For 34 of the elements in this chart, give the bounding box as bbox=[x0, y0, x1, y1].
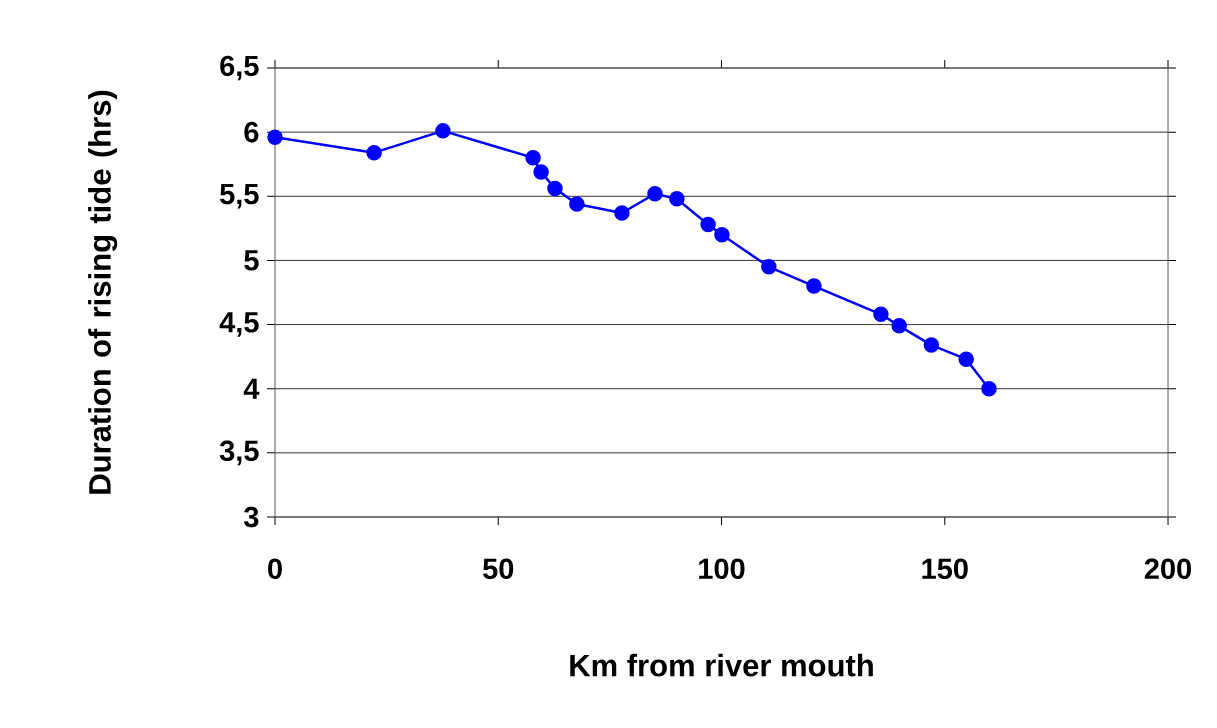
y-tick-label: 5 bbox=[244, 250, 259, 271]
point bbox=[700, 216, 716, 233]
point bbox=[958, 351, 974, 367]
x-tick-label: 50 bbox=[483, 558, 514, 580]
point bbox=[525, 150, 541, 166]
point bbox=[435, 123, 451, 139]
point bbox=[873, 306, 889, 323]
x-tick-label: 150 bbox=[922, 558, 968, 580]
point bbox=[891, 318, 907, 334]
x-axis-title: Km from river mouth bbox=[570, 653, 873, 677]
point bbox=[614, 205, 630, 221]
point bbox=[923, 337, 940, 353]
x-tick-label: 100 bbox=[699, 558, 745, 580]
point bbox=[569, 196, 585, 212]
y-tick-label: 6 bbox=[244, 121, 259, 143]
point bbox=[366, 144, 382, 161]
y-tick-label: 4,5 bbox=[219, 312, 259, 337]
y-tick-label: 4 bbox=[243, 378, 260, 399]
point bbox=[547, 180, 563, 197]
y-tick-label: 5,5 bbox=[220, 184, 259, 209]
point bbox=[761, 259, 777, 275]
point bbox=[669, 191, 685, 207]
y-tick-label: 6,5 bbox=[220, 55, 259, 81]
x-tick-label: 200 bbox=[1144, 558, 1191, 580]
point bbox=[267, 129, 283, 146]
point bbox=[647, 185, 663, 202]
y-axis-title: Duration of rising tide (hrs) bbox=[88, 90, 118, 494]
y-tick-label: 3 bbox=[244, 506, 259, 528]
point bbox=[533, 164, 549, 180]
point bbox=[806, 278, 822, 294]
y-tick-label: 3,5 bbox=[219, 440, 259, 466]
point bbox=[981, 380, 997, 397]
x-tick-label: 0 bbox=[268, 558, 282, 580]
point bbox=[714, 227, 730, 243]
